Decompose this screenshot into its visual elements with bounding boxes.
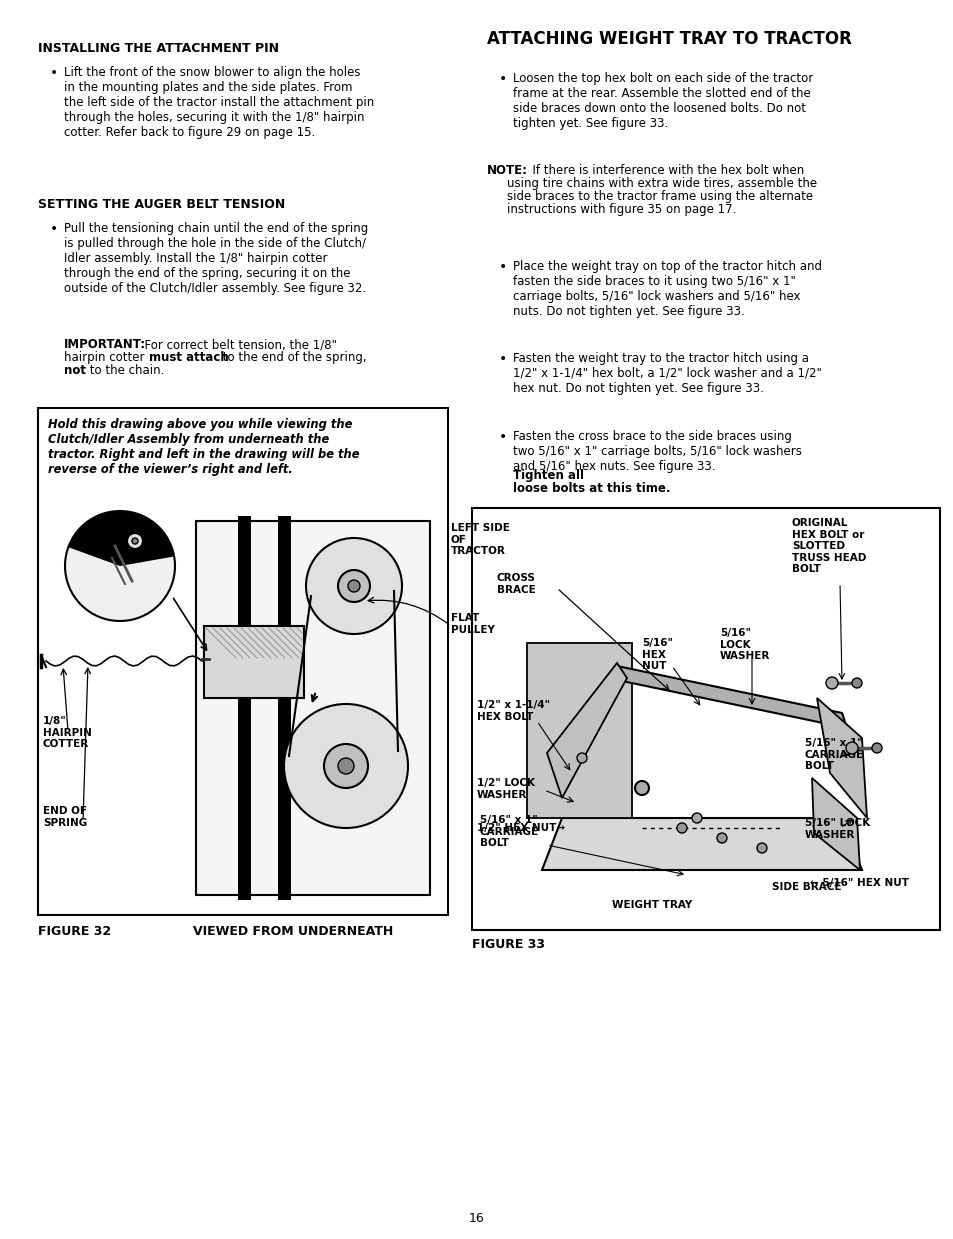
- Wedge shape: [69, 510, 174, 566]
- Text: FLAT
PULLEY: FLAT PULLEY: [451, 613, 495, 634]
- Polygon shape: [541, 818, 862, 870]
- Circle shape: [348, 580, 359, 592]
- Polygon shape: [811, 778, 859, 870]
- Text: 1/2" HEX NUT→: 1/2" HEX NUT→: [476, 823, 564, 833]
- Text: Tighten all: Tighten all: [513, 470, 583, 482]
- Circle shape: [577, 753, 586, 763]
- Text: instructions with figure 35 on page 17.: instructions with figure 35 on page 17.: [506, 203, 736, 216]
- Text: Loosen the top hex bolt on each side of the tractor
frame at the rear. Assemble : Loosen the top hex bolt on each side of …: [513, 72, 812, 130]
- Bar: [38, 408, 448, 914]
- Polygon shape: [546, 663, 626, 798]
- Circle shape: [132, 538, 138, 544]
- Text: 5/16"
HEX
NUT: 5/16" HEX NUT: [641, 638, 672, 672]
- Circle shape: [635, 781, 648, 795]
- Bar: [195, 522, 430, 895]
- Circle shape: [825, 676, 837, 689]
- Text: loose bolts at this time.: loose bolts at this time.: [513, 482, 670, 496]
- Text: NOTE:: NOTE:: [486, 164, 527, 177]
- Text: SETTING THE AUGER BELT TENSION: SETTING THE AUGER BELT TENSION: [38, 198, 285, 211]
- Text: VIEWED FROM UNDERNEATH: VIEWED FROM UNDERNEATH: [193, 926, 393, 938]
- Text: not: not: [64, 364, 86, 377]
- Text: ← 5/16" HEX NUT: ← 5/16" HEX NUT: [809, 878, 908, 888]
- Bar: [472, 508, 939, 930]
- Text: Lift the front of the snow blower to align the holes
in the mounting plates and : Lift the front of the snow blower to ali…: [64, 66, 374, 139]
- Text: For correct belt tension, the 1/8": For correct belt tension, the 1/8": [137, 338, 336, 351]
- Text: CROSS
BRACE: CROSS BRACE: [497, 572, 536, 595]
- Text: FIGURE 33: FIGURE 33: [472, 938, 544, 952]
- Polygon shape: [617, 667, 846, 729]
- Bar: [277, 515, 291, 900]
- Text: •: •: [498, 430, 507, 444]
- Text: IMPORTANT:: IMPORTANT:: [64, 338, 146, 351]
- Text: 1/2" LOCK
WASHER: 1/2" LOCK WASHER: [476, 778, 535, 799]
- Text: ORIGINAL
HEX BOLT or
SLOTTED
TRUSS HEAD
BOLT: ORIGINAL HEX BOLT or SLOTTED TRUSS HEAD …: [791, 518, 865, 575]
- Text: INSTALLING THE ATTACHMENT PIN: INSTALLING THE ATTACHMENT PIN: [38, 42, 278, 55]
- Text: 5/16"
LOCK
WASHER: 5/16" LOCK WASHER: [720, 628, 770, 662]
- Circle shape: [65, 510, 174, 621]
- Bar: [204, 626, 304, 698]
- Text: LEFT SIDE
OF
TRACTOR: LEFT SIDE OF TRACTOR: [451, 523, 509, 556]
- Text: 5/16" x 1"
CARRIAGE
BOLT: 5/16" x 1" CARRIAGE BOLT: [479, 815, 538, 849]
- Text: WEIGHT TRAY: WEIGHT TRAY: [612, 900, 692, 909]
- Text: SIDE BRACE: SIDE BRACE: [771, 882, 841, 892]
- Circle shape: [284, 704, 408, 828]
- Text: •: •: [50, 222, 58, 235]
- Text: hairpin cotter: hairpin cotter: [64, 351, 148, 364]
- Text: 16: 16: [469, 1212, 484, 1225]
- Circle shape: [337, 758, 354, 774]
- Text: Pull the tensioning chain until the end of the spring
is pulled through the hole: Pull the tensioning chain until the end …: [64, 222, 368, 295]
- Circle shape: [691, 813, 701, 823]
- Bar: [237, 515, 251, 900]
- Circle shape: [337, 570, 370, 602]
- Circle shape: [851, 678, 862, 688]
- Text: •: •: [50, 66, 58, 81]
- Text: ATTACHING WEIGHT TRAY TO TRACTOR: ATTACHING WEIGHT TRAY TO TRACTOR: [486, 30, 851, 48]
- Text: Fasten the weight tray to the tractor hitch using a
1/2" x 1-1/4" hex bolt, a 1/: Fasten the weight tray to the tractor hi…: [513, 352, 821, 395]
- Circle shape: [717, 833, 726, 843]
- Circle shape: [324, 743, 368, 788]
- Text: side braces to the tractor frame using the alternate: side braces to the tractor frame using t…: [506, 190, 812, 203]
- Circle shape: [871, 743, 882, 753]
- Text: •: •: [498, 352, 507, 366]
- Polygon shape: [816, 698, 866, 818]
- Text: using tire chains with extra wide tires, assemble the: using tire chains with extra wide tires,…: [506, 177, 817, 190]
- Text: must attach: must attach: [149, 351, 229, 364]
- Text: Place the weight tray on top of the tractor hitch and
fasten the side braces to : Place the weight tray on top of the trac…: [513, 260, 821, 318]
- Text: •: •: [498, 72, 507, 85]
- Text: •: •: [498, 260, 507, 274]
- Polygon shape: [526, 643, 631, 818]
- Text: to the chain.: to the chain.: [86, 364, 164, 377]
- Circle shape: [677, 823, 686, 833]
- Text: If there is interference with the hex bolt when: If there is interference with the hex bo…: [524, 164, 803, 177]
- Circle shape: [306, 538, 401, 634]
- Text: Hold this drawing above you while viewing the
Clutch/Idler Assembly from underne: Hold this drawing above you while viewin…: [48, 418, 359, 476]
- Text: Fasten the cross brace to the side braces using
two 5/16" x 1" carriage bolts, 5: Fasten the cross brace to the side brace…: [513, 430, 801, 473]
- Text: to the end of the spring,: to the end of the spring,: [219, 351, 366, 364]
- Circle shape: [757, 843, 766, 852]
- Text: 1/8"
HAIRPIN
COTTER: 1/8" HAIRPIN COTTER: [43, 716, 91, 750]
- Text: FIGURE 32: FIGURE 32: [38, 926, 111, 938]
- Text: 5/16" x 1"
CARRIAGE
BOLT: 5/16" x 1" CARRIAGE BOLT: [804, 738, 863, 771]
- Circle shape: [845, 742, 857, 755]
- Circle shape: [127, 533, 143, 549]
- Text: END OF
SPRING: END OF SPRING: [43, 807, 87, 828]
- Text: 1/2" x 1-1/4"
HEX BOLT: 1/2" x 1-1/4" HEX BOLT: [476, 700, 550, 721]
- Text: 5/16" LOCK
WASHER: 5/16" LOCK WASHER: [804, 818, 869, 840]
